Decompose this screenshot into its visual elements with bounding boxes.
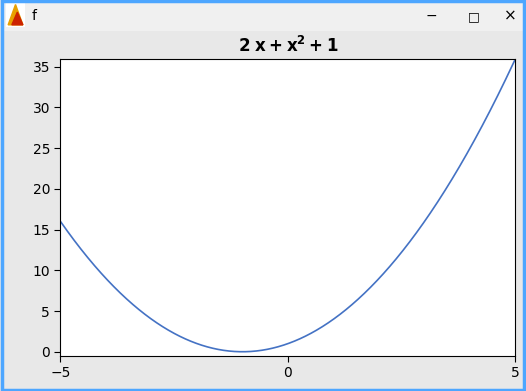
Text: f: f [32, 9, 37, 23]
Polygon shape [12, 12, 23, 25]
Polygon shape [8, 4, 23, 25]
Text: −: − [426, 9, 437, 23]
Text: ×: × [504, 9, 517, 24]
Text: □: □ [468, 10, 479, 23]
Title: $\bf{2\ x + x^2 + 1}$: $\bf{2\ x + x^2 + 1}$ [238, 36, 338, 56]
